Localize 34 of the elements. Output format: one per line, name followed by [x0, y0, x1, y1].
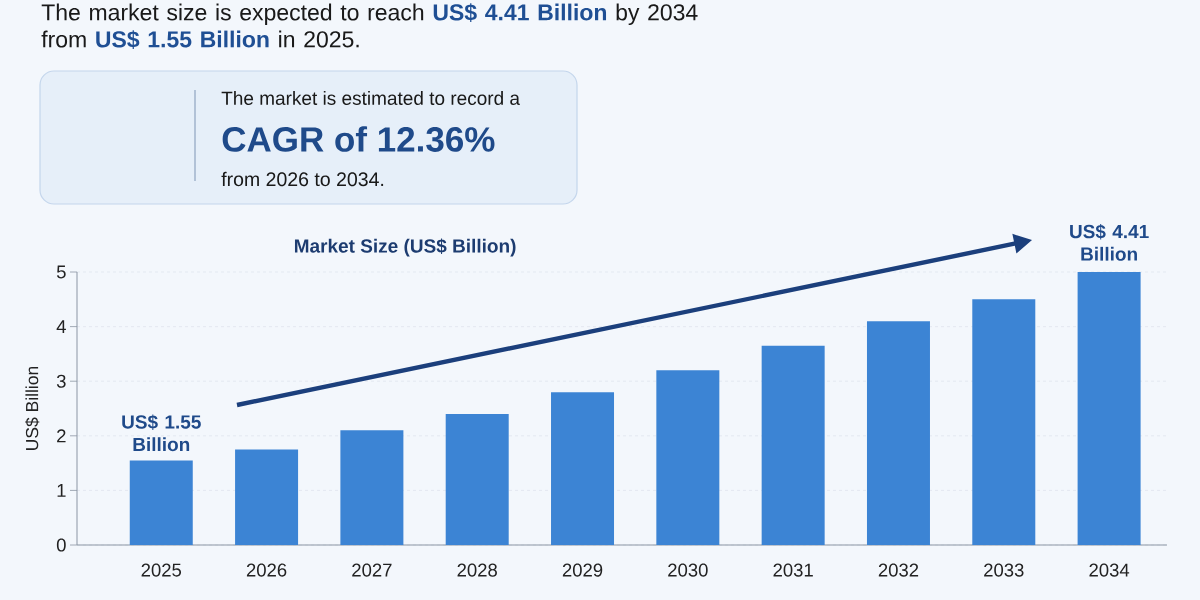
- bar: [235, 449, 299, 546]
- chart-title: Market Size (US$ Billion): [294, 238, 516, 257]
- y-tick-label: 4: [56, 320, 66, 333]
- bar: [445, 413, 509, 546]
- bar: [551, 392, 615, 546]
- x-tick-label: 2034: [1089, 563, 1130, 577]
- x-tick-label: 2025: [141, 563, 182, 577]
- x-tick-label: 2028: [457, 563, 497, 577]
- x-tick-label: 2027: [352, 563, 392, 577]
- y-tick-label: 0: [56, 538, 66, 552]
- bar: [866, 321, 930, 546]
- x-tick-label: 2033: [984, 563, 1024, 577]
- x-tick-label: 2030: [668, 563, 708, 577]
- bar: [656, 370, 720, 546]
- x-tick-label: 2029: [562, 563, 603, 577]
- y-tick-label: 5: [56, 265, 66, 279]
- bar: [340, 430, 404, 546]
- x-tick-label: 2032: [878, 563, 919, 577]
- bar: [761, 345, 825, 546]
- text: The market size is expected to reach US$ 4.41 Billion by 2034 from US$ 1.55 Billion in 2025.: [41, 3, 698, 49]
- bar: [1077, 272, 1141, 546]
- text: The market is estimated to record a: [221, 91, 520, 105]
- annotation: US$ 1.55 Billion: [122, 414, 201, 452]
- x-tick-label: 2031: [773, 563, 813, 577]
- x-tick-label: 2026: [246, 563, 287, 577]
- y-tick-label: 2: [57, 429, 66, 443]
- bar: [972, 299, 1036, 546]
- y-tick-label: 3: [56, 374, 66, 388]
- y-axis-title: US$ Billion: [25, 366, 40, 450]
- text: US$ 4.41 Billion: [1070, 224, 1149, 261]
- text: CAGR of 12.36%: [222, 126, 495, 152]
- text: from 2026 to 2034.: [221, 171, 384, 187]
- y-tick-label: 1: [57, 484, 66, 497]
- bar: [129, 460, 193, 546]
